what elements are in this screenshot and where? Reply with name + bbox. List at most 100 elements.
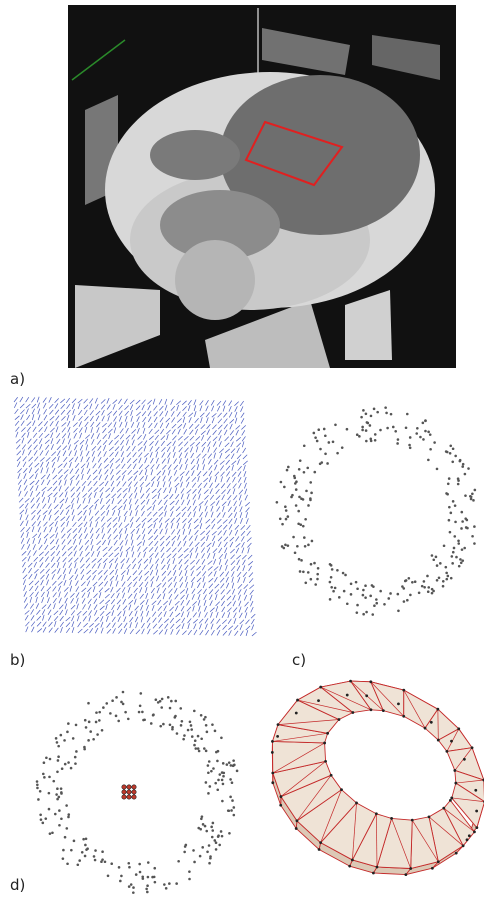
vector bbox=[195, 418, 199, 423]
vector bbox=[120, 422, 122, 427]
point bbox=[193, 744, 196, 747]
point bbox=[423, 586, 426, 589]
vector bbox=[139, 470, 142, 475]
vector bbox=[103, 558, 107, 562]
point bbox=[217, 779, 220, 782]
vector bbox=[52, 468, 55, 473]
vector bbox=[72, 627, 74, 633]
vector bbox=[89, 510, 91, 516]
vector bbox=[33, 433, 37, 438]
point bbox=[147, 876, 150, 879]
vector bbox=[206, 630, 209, 635]
point bbox=[287, 466, 290, 469]
vector bbox=[237, 459, 239, 465]
vector bbox=[127, 569, 129, 575]
point bbox=[431, 588, 434, 591]
vector bbox=[97, 551, 99, 557]
point bbox=[74, 762, 77, 765]
vector bbox=[27, 538, 30, 543]
vector bbox=[89, 610, 92, 615]
vector bbox=[87, 581, 90, 586]
vector bbox=[82, 588, 87, 592]
mesh-vertex bbox=[471, 746, 474, 749]
vector bbox=[221, 476, 223, 482]
point bbox=[445, 492, 448, 495]
vector bbox=[20, 510, 24, 514]
vector bbox=[162, 459, 166, 464]
vector bbox=[153, 518, 157, 522]
point bbox=[232, 764, 235, 767]
vector bbox=[113, 411, 117, 416]
vector bbox=[166, 418, 170, 422]
vector bbox=[131, 522, 133, 528]
vector bbox=[136, 510, 138, 516]
vector bbox=[83, 611, 87, 615]
vector bbox=[181, 600, 184, 605]
vector bbox=[248, 555, 252, 559]
vector bbox=[66, 510, 69, 515]
point bbox=[344, 574, 347, 577]
vector bbox=[224, 530, 227, 535]
vector bbox=[98, 451, 101, 456]
vector bbox=[38, 533, 41, 538]
point bbox=[444, 566, 447, 569]
vector bbox=[204, 490, 208, 494]
vector bbox=[119, 629, 123, 634]
vector bbox=[46, 457, 50, 461]
point bbox=[461, 548, 464, 551]
vector bbox=[115, 563, 117, 568]
vector bbox=[39, 433, 43, 438]
vector bbox=[138, 441, 142, 445]
point bbox=[65, 804, 68, 807]
vector bbox=[109, 563, 111, 568]
vector bbox=[67, 533, 70, 538]
point bbox=[298, 496, 301, 499]
vector bbox=[36, 480, 39, 485]
vector bbox=[206, 530, 210, 535]
vector bbox=[33, 538, 35, 544]
vector bbox=[81, 456, 83, 462]
vector bbox=[220, 578, 224, 582]
vector bbox=[63, 457, 67, 462]
point bbox=[209, 857, 212, 860]
vector bbox=[142, 400, 146, 405]
vector bbox=[190, 447, 192, 453]
vector bbox=[89, 498, 91, 504]
vector bbox=[125, 534, 128, 539]
vector bbox=[112, 494, 116, 498]
point bbox=[369, 438, 372, 441]
point bbox=[117, 720, 120, 723]
vector bbox=[120, 540, 123, 545]
vector bbox=[201, 435, 203, 440]
vector bbox=[81, 450, 83, 456]
vector bbox=[163, 582, 166, 587]
vector bbox=[90, 410, 94, 415]
vector bbox=[85, 435, 89, 439]
mesh-vertex bbox=[446, 750, 449, 753]
vector bbox=[85, 534, 88, 539]
vector bbox=[221, 483, 225, 488]
vector bbox=[86, 451, 89, 456]
vector bbox=[29, 586, 33, 591]
vector bbox=[134, 588, 138, 593]
vector bbox=[181, 488, 184, 493]
vector bbox=[216, 496, 220, 500]
vector bbox=[61, 410, 65, 415]
vector bbox=[197, 454, 201, 458]
vector bbox=[214, 566, 218, 570]
point bbox=[451, 460, 454, 463]
vector bbox=[142, 511, 145, 516]
point bbox=[100, 860, 103, 863]
vector bbox=[167, 442, 171, 446]
vector bbox=[143, 422, 145, 428]
vector bbox=[56, 421, 59, 426]
vector bbox=[37, 616, 41, 620]
vector bbox=[101, 405, 105, 410]
vector bbox=[72, 621, 74, 627]
vector bbox=[127, 576, 130, 581]
vector bbox=[75, 463, 79, 468]
point bbox=[323, 428, 326, 431]
vector bbox=[239, 601, 241, 607]
vector bbox=[175, 494, 179, 499]
vector bbox=[61, 627, 63, 633]
